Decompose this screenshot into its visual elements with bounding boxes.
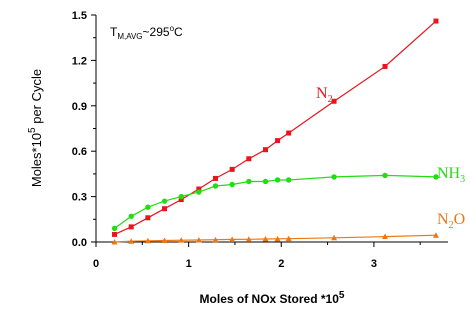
data-point [128,224,134,230]
data-point [286,130,292,136]
data-point [262,235,269,242]
data-point [246,156,252,162]
series-label-n2: N2 [316,85,333,105]
data-point [331,98,337,104]
x-tick-label: 1 [186,258,192,270]
data-point [212,183,219,189]
labels-layer: N2 NH3 N2O [316,85,465,231]
y-tick-label: 0.6 [72,146,87,158]
temperature-annotation: TM,AVG~295oC [110,24,183,41]
data-point [128,238,135,244]
data-point [111,225,118,232]
series-label-n2o: N2O [437,211,465,231]
data-point [331,174,337,180]
x-axis-label: Moles of NOx Stored *105 [200,290,345,306]
data-point [229,181,235,188]
data-point [263,147,269,153]
data-point [382,172,388,179]
data-point [262,178,269,185]
data-point [274,177,281,183]
series-label-nh3: NH3 [437,165,465,185]
data-point [196,189,202,195]
x-tick-label: 3 [371,258,377,270]
data-point [331,234,338,241]
series-n2o [111,232,439,245]
y-axis-ticks: 0.0 0.3 0.6 0.9 1.2 1.5 [72,10,96,249]
data-point [196,186,202,192]
data-point [161,198,168,204]
data-point [144,237,151,244]
data-point [128,213,134,219]
data-point [433,18,439,24]
data-point [382,233,389,240]
y-tick-label: 0.0 [72,237,87,249]
data-point [246,178,252,185]
y-axis-label: Moles*105 per Cycle [27,69,44,187]
data-point [178,197,184,203]
x-tick-label: 2 [278,258,284,270]
data-point [145,215,151,221]
data-point [432,232,439,238]
data-point [195,237,202,243]
data-point [245,236,252,242]
series-layer [111,18,439,245]
series-nh3 [111,172,439,232]
data-point [161,237,168,243]
data-point [111,239,118,245]
y-tick-label: 1.2 [72,55,87,67]
data-point [433,174,439,180]
data-point [162,206,168,212]
data-point [212,175,218,181]
y-tick-label: 0.3 [72,192,87,204]
data-point [229,166,235,172]
data-point [212,236,219,243]
data-point [275,138,281,144]
series-n2 [112,18,439,237]
data-point [382,63,388,69]
y-tick-label: 0.9 [72,101,87,113]
data-point [274,235,281,242]
data-point [285,177,292,183]
x-axis-ticks: 0 1 2 3 [93,242,421,270]
data-point [229,236,236,242]
x-tick-label: 0 [93,258,99,270]
data-point [285,235,292,242]
y-tick-label: 1.5 [72,10,87,22]
data-point [112,231,118,237]
data-point [145,204,151,210]
data-point [178,193,184,200]
data-point [178,237,185,243]
